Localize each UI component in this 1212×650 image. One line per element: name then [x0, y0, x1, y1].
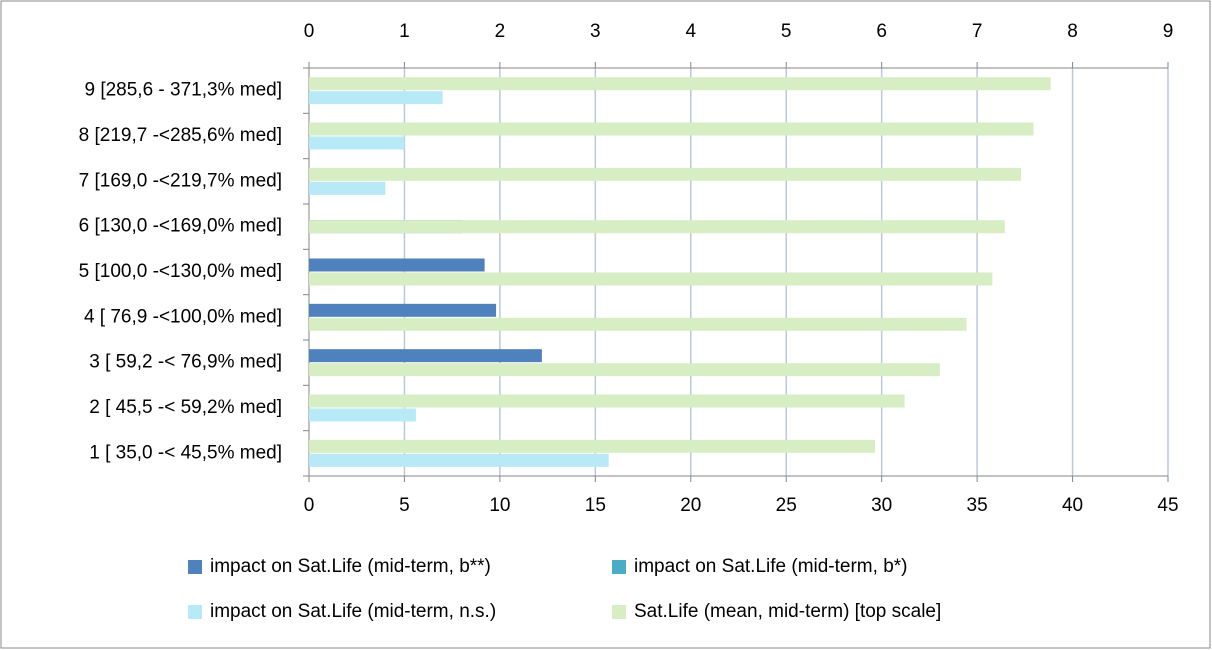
x2-tick-label: 4 [685, 21, 696, 42]
y-tick-label: 5 [100,0 -<130,0% med] [79, 261, 282, 282]
x2-tick-label: 5 [781, 21, 792, 42]
bar [309, 453, 609, 467]
x2-tick-label: 8 [1067, 21, 1078, 42]
y-tick-label: 7 [169,0 -<219,7% med] [79, 170, 282, 191]
legend-label: impact on Sat.Life (mid-term, b**) [210, 556, 491, 577]
x2-tick-label: 2 [495, 21, 506, 42]
x-tick-label: 20 [680, 495, 701, 516]
bar [309, 136, 405, 150]
x2-tick-label: 0 [304, 21, 315, 42]
x-tick-label: 25 [776, 495, 797, 516]
bar [309, 258, 485, 272]
x-tick-label: 15 [585, 495, 606, 516]
bar [309, 408, 416, 422]
bar [309, 91, 443, 105]
x-tick-label: 40 [1062, 495, 1083, 516]
y-tick-label: 2 [ 45,5 -< 59,2% med] [89, 397, 282, 418]
legend-label: impact on Sat.Life (mid-term, n.s.) [210, 601, 496, 622]
y-tick-label: 9 [285,6 - 371,3% med] [84, 80, 282, 101]
bar [309, 394, 905, 408]
x2-tick-label: 3 [590, 21, 601, 42]
bar [309, 349, 542, 363]
x-tick-label: 45 [1157, 495, 1178, 516]
x2-tick-label: 9 [1163, 21, 1174, 42]
y-tick-label: 6 [130,0 -<169,0% med] [79, 216, 282, 237]
y-tick-label: 4 [ 76,9 -<100,0% med] [84, 306, 282, 327]
x-tick-label: 10 [489, 495, 510, 516]
bar [309, 317, 967, 331]
x2-tick-label: 6 [876, 21, 887, 42]
y-tick-label: 3 [ 59,2 -< 76,9% med] [89, 352, 282, 373]
legend-label: impact on Sat.Life (mid-term, b*) [634, 556, 907, 577]
legend-swatch [188, 560, 202, 574]
x-tick-label: 30 [871, 495, 892, 516]
bar [309, 439, 875, 453]
x2-tick-label: 7 [972, 21, 983, 42]
x-tick-label: 5 [399, 495, 410, 516]
legend-swatch [612, 605, 626, 619]
bar [309, 77, 1051, 91]
bar [309, 220, 1005, 234]
y-tick-label: 1 [ 35,0 -< 45,5% med] [89, 442, 282, 463]
legend-label: Sat.Life (mean, mid-term) [top scale] [634, 601, 941, 622]
x-tick-label: 0 [304, 495, 315, 516]
bar [309, 122, 1034, 136]
legend-swatch [188, 605, 202, 619]
x2-tick-label: 1 [399, 21, 410, 42]
x-tick-label: 35 [967, 495, 988, 516]
bar [309, 363, 940, 377]
legend-swatch [612, 560, 626, 574]
bar [309, 181, 386, 195]
bar [309, 167, 1022, 181]
y-tick-label: 8 [219,7 -<285,6% med] [79, 125, 282, 146]
bar [309, 303, 497, 317]
bar [309, 272, 993, 286]
